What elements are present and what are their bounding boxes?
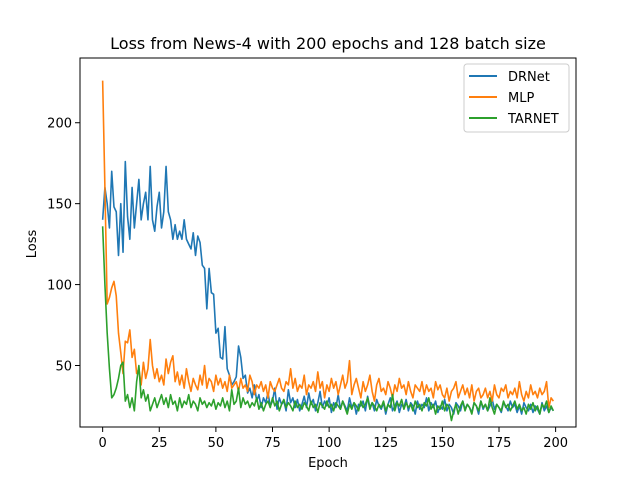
x-axis-ticks: 0 25 50 75 100 125 150 175 200: [99, 427, 568, 451]
x-tick-label: 175: [487, 436, 512, 451]
series-line-tarnet: [101, 226, 555, 422]
x-tick-label: 50: [208, 436, 225, 451]
legend: DRNet MLP TARNET: [463, 63, 570, 133]
legend-label-tarnet: TARNET: [507, 112, 559, 127]
y-axis-ticks: 50 100 150 200: [47, 117, 80, 375]
x-tick-label: 200: [543, 436, 568, 451]
x-tick-label: 0: [99, 436, 107, 451]
series-line-drnet: [101, 160, 555, 415]
x-tick-label: 100: [317, 436, 342, 451]
series-layer: [101, 80, 555, 422]
legend-label-drnet: DRNet: [508, 70, 550, 85]
series-line-mlp: [101, 80, 555, 409]
axes-frame: [79, 57, 577, 428]
y-tick-label: 50: [55, 360, 72, 375]
x-tick-label: 75: [264, 436, 281, 451]
chart-title: Loss from News-4 with 200 epochs and 128…: [110, 34, 546, 53]
y-tick-label: 200: [47, 117, 72, 132]
legend-label-mlp: MLP: [508, 91, 534, 106]
x-axis-label: Epoch: [308, 456, 348, 471]
y-axis-label: Loss: [25, 230, 40, 259]
y-tick-label: 150: [47, 198, 72, 213]
legend-box: [463, 63, 570, 133]
y-tick-label: 100: [47, 279, 72, 294]
x-tick-label: 125: [373, 436, 398, 451]
x-tick-label: 150: [430, 436, 455, 451]
x-tick-label: 25: [151, 436, 168, 451]
